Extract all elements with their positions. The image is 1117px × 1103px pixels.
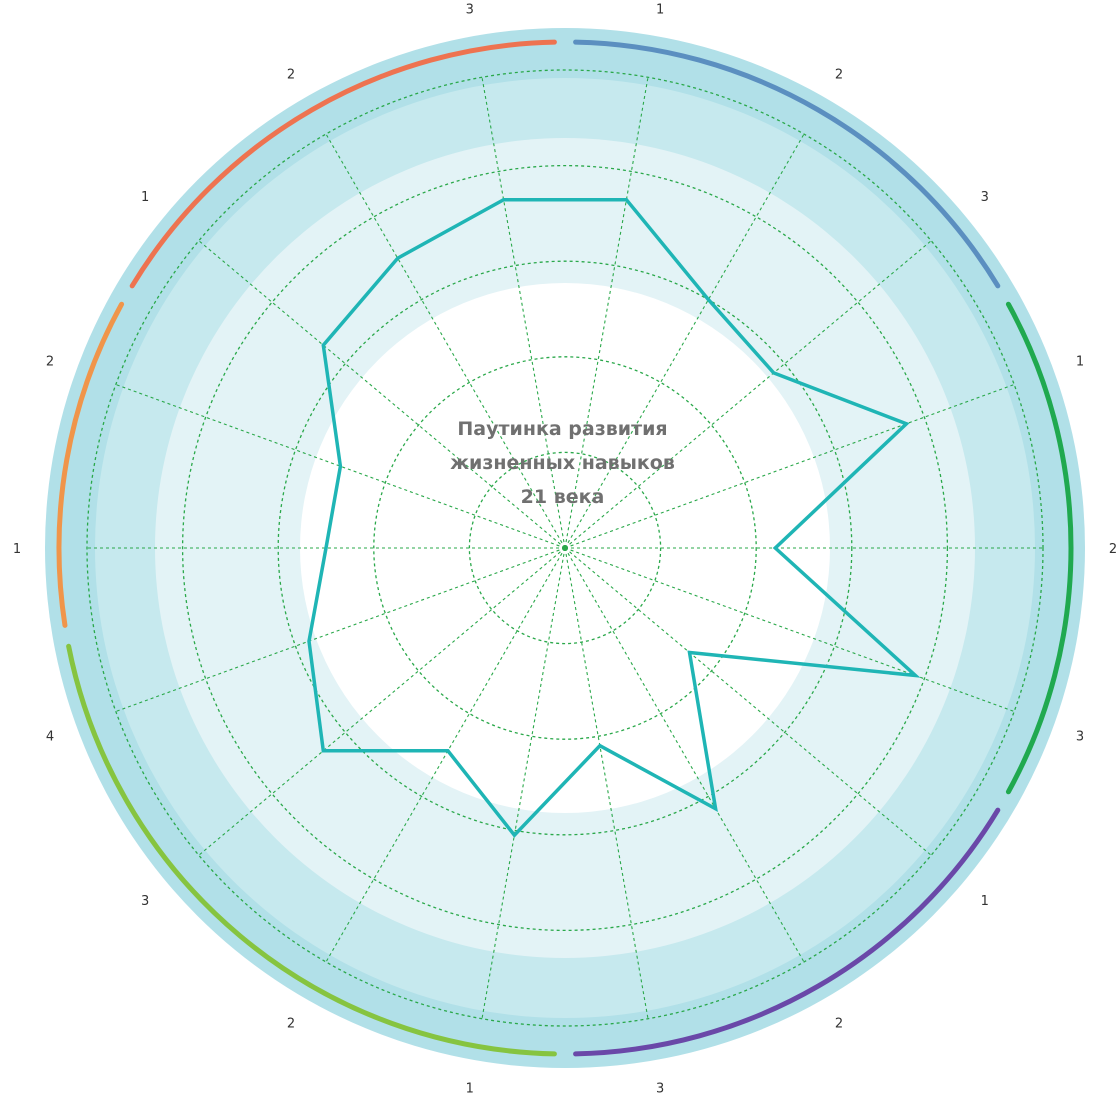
group-arc-1: [573, 39, 1001, 289]
category-label-12: 3: [141, 894, 149, 909]
category-label-11: 2: [287, 1017, 295, 1032]
grid-ring-1: [468, 451, 662, 645]
category-label-4: 1: [1076, 355, 1084, 370]
grid-spoke-12: [198, 547, 566, 856]
grid-spoke-15: [115, 383, 566, 549]
category-label-7: 1: [981, 894, 989, 909]
grid-spoke-11: [325, 547, 566, 963]
group-arc-6: [129, 39, 557, 289]
series-point-5: [773, 546, 777, 550]
radar-grid: [86, 69, 1044, 1027]
category-label-6: 3: [1076, 729, 1084, 744]
series-point-1: [624, 198, 628, 202]
grid-ring-3: [277, 260, 853, 836]
series-point-12: [321, 749, 325, 753]
category-label-8: 2: [835, 1017, 843, 1032]
grid-spoke-8: [564, 547, 805, 963]
category-label-2: 2: [835, 67, 843, 82]
category-label-16: 1: [141, 190, 149, 205]
grid-spoke-13: [115, 547, 566, 713]
grid-spoke-16: [198, 240, 566, 549]
series-point-10: [512, 833, 516, 837]
series-point-11: [446, 749, 450, 753]
grid-spoke-9: [564, 547, 649, 1019]
series-point-4: [904, 422, 908, 426]
series-point-3: [772, 371, 776, 375]
series-point-6: [913, 674, 917, 678]
series-point-17: [396, 256, 400, 260]
grid-ring-5: [86, 69, 1044, 1027]
grid-spoke-18: [481, 77, 566, 549]
category-label-13: 4: [46, 729, 54, 744]
category-label-1: 1: [656, 2, 664, 17]
category-label-9: 3: [656, 1082, 664, 1097]
grid-spoke-10: [481, 547, 566, 1019]
category-label-17: 2: [287, 67, 295, 82]
category-label-5: 2: [1109, 542, 1117, 557]
grid-spoke-7: [564, 547, 932, 856]
category-label-15: 2: [46, 355, 54, 370]
group-arc-4: [66, 643, 557, 1057]
grid-spoke-6: [564, 547, 1015, 713]
grid-spoke-4: [564, 383, 1015, 549]
category-label-14: 1: [13, 542, 21, 557]
center-dot: [562, 545, 568, 551]
grid-spoke-2: [564, 133, 805, 549]
grid-spoke-3: [564, 240, 932, 549]
grid-ring-2: [373, 356, 757, 740]
series-point-18: [502, 198, 506, 202]
series-point-7: [687, 650, 691, 654]
series-point-16: [321, 343, 325, 347]
category-label-10: 1: [466, 1082, 474, 1097]
series-point-2: [706, 298, 710, 302]
series-point-15: [338, 464, 342, 468]
category-labels: 1 2 3 1 2 3 1 2 3 1 2 3 4 1 2 1 2 3: [13, 2, 1117, 1096]
grid-spoke-1: [564, 77, 649, 549]
group-arc-3: [573, 807, 1001, 1057]
category-label-3: 3: [981, 190, 989, 205]
group-arc-2: [1005, 301, 1074, 795]
group-arc-5: [56, 301, 125, 628]
group-arcs: [56, 39, 1074, 1057]
series-point-8: [714, 807, 718, 811]
category-label-18: 3: [466, 2, 474, 17]
grid-spoke-17: [325, 133, 566, 549]
series-point-14: [324, 546, 328, 550]
series-point-9: [598, 744, 602, 748]
grid-ring-4: [181, 164, 949, 932]
radar-series: [307, 197, 921, 838]
series-point-13: [307, 639, 311, 643]
